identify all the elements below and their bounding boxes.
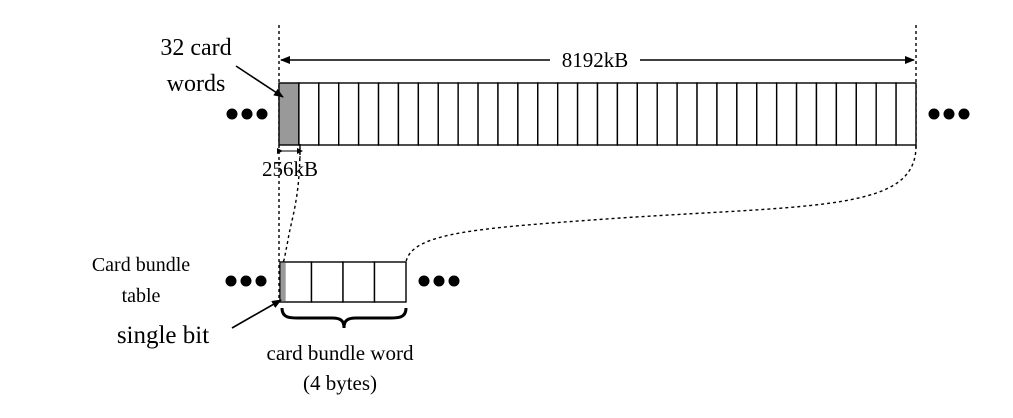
card-word-cell [457, 82, 479, 146]
top-right-ellipsis [928, 108, 970, 120]
card-word-cell [298, 82, 320, 146]
card-word-cell [875, 82, 897, 146]
card-word-cell [795, 82, 818, 146]
card-bundle-byte-cell [342, 261, 376, 303]
card-word-cell [815, 82, 838, 146]
card-word-cell [537, 82, 559, 146]
card-word-cell [437, 82, 459, 146]
card-word-cell [835, 82, 857, 146]
card-bundle-byte-cell [310, 261, 344, 303]
card-word-cell [775, 82, 798, 146]
card-bundle-word-array [279, 261, 407, 303]
card-word-cell [338, 82, 360, 146]
card-word-cell [318, 82, 340, 146]
single-bit-pointer-arrow [231, 299, 282, 329]
top-left-ellipsis [226, 108, 268, 120]
card-word-cell [497, 82, 519, 146]
cell-size-label: 256kB [262, 157, 318, 181]
card-word-cell [636, 82, 658, 146]
card-word-cell [616, 82, 639, 146]
card-word-cell [576, 82, 599, 146]
card-word-cell [736, 82, 758, 146]
left-connector-curve [282, 145, 301, 263]
single-bit-cell [280, 262, 286, 302]
card-word-cell [517, 82, 539, 146]
right-connector-curve [405, 145, 917, 263]
card-bundle-byte-cell [373, 261, 407, 303]
card-words-label-line2: words [167, 71, 226, 97]
card-word-cell [716, 82, 738, 146]
card-word-cell [357, 82, 380, 146]
card-word-cell [417, 82, 439, 146]
card-word-cell [477, 82, 499, 146]
card-bundle-word-brace [280, 307, 408, 329]
card-word-cell [377, 82, 400, 146]
card-word-cell [397, 82, 420, 146]
card-bundle-word-label-line2: (4 bytes) [303, 371, 377, 395]
card-word-cell [596, 82, 619, 146]
card-word-cell [756, 82, 778, 146]
card-word-cell [656, 82, 678, 146]
bottom-left-ellipsis [225, 275, 267, 287]
card-word-cell [556, 82, 579, 146]
card-word-cell [855, 82, 877, 146]
total-size-label: 8192kB [562, 48, 629, 72]
card-words-pointer-arrow [235, 65, 284, 98]
bottom-right-ellipsis [418, 275, 460, 287]
single-bit-label: single bit [117, 322, 209, 349]
card-bundle-table-label-line2: table [122, 285, 161, 307]
card-word-cell-highlighted [278, 82, 300, 146]
card-words-array [278, 82, 917, 146]
card-bundle-table-label-line1: Card bundle [92, 254, 190, 276]
card-bundle-word-label-line1: card bundle word [267, 341, 414, 365]
card-word-cell [696, 82, 718, 146]
card-word-cell [676, 82, 698, 146]
card-words-label-line1: 32 card [160, 35, 231, 61]
card-word-cell [895, 82, 917, 146]
